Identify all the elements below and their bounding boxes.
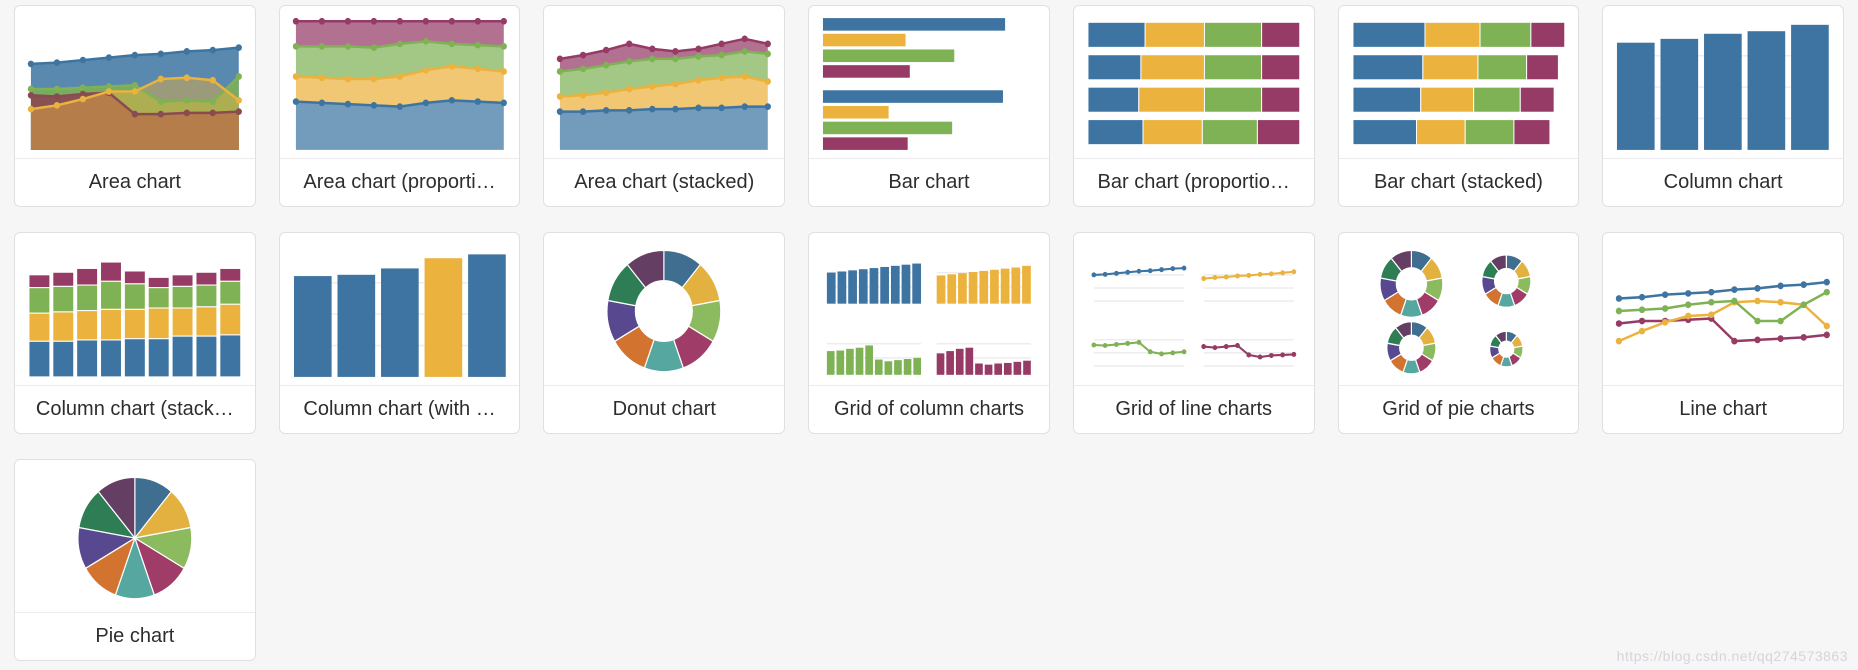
card-grid-of-column-charts[interactable]: Grid of column charts bbox=[808, 232, 1050, 434]
card-bar-chart[interactable]: Bar chart bbox=[808, 5, 1050, 207]
card-grid-of-pie-charts[interactable]: Grid of pie charts bbox=[1337, 232, 1580, 434]
chart-type-label: Bar chart (proportio… bbox=[1073, 158, 1314, 206]
card-column-chart-with-highlight[interactable]: Column chart (with … bbox=[278, 232, 521, 434]
chart-type-label: Bar chart bbox=[809, 158, 1049, 206]
chart-type-label: Column chart (with … bbox=[279, 385, 520, 433]
line-chart-thumbnail bbox=[1603, 233, 1843, 385]
card-donut-chart[interactable]: Donut chart bbox=[543, 232, 786, 434]
chart-type-label: Pie chart bbox=[15, 612, 255, 660]
area-chart-thumbnail bbox=[15, 6, 255, 158]
grid-of-pie-charts-thumbnail bbox=[1339, 233, 1579, 385]
chart-type-label: Column chart (stack… bbox=[15, 385, 255, 433]
bar-chart-thumbnail bbox=[809, 6, 1049, 158]
chart-type-label: Grid of pie charts bbox=[1338, 385, 1579, 433]
grid-of-column-charts-thumbnail bbox=[809, 233, 1049, 385]
card-bar-chart-proportional[interactable]: Bar chart (proportio… bbox=[1072, 5, 1315, 207]
column-chart-with-highlight-thumbnail bbox=[280, 233, 520, 385]
area-chart-stacked-thumbnail bbox=[544, 6, 784, 158]
card-pie-chart[interactable]: Pie chart bbox=[14, 459, 256, 661]
bar-chart-stacked-thumbnail bbox=[1339, 6, 1579, 158]
card-line-chart[interactable]: Line chart bbox=[1602, 232, 1844, 434]
column-chart-thumbnail bbox=[1603, 6, 1843, 158]
card-column-chart[interactable]: Column chart bbox=[1602, 5, 1844, 207]
area-chart-proportional-thumbnail bbox=[280, 6, 520, 158]
chart-type-label: Area chart (stacked) bbox=[544, 158, 785, 206]
donut-chart-thumbnail bbox=[544, 233, 784, 385]
chart-type-label: Area chart (proporti… bbox=[279, 158, 520, 206]
card-area-chart[interactable]: Area chart bbox=[14, 5, 256, 207]
bar-chart-proportional-thumbnail bbox=[1074, 6, 1314, 158]
chart-type-label: Donut chart bbox=[544, 385, 785, 433]
column-chart-stacked-thumbnail bbox=[15, 233, 255, 385]
card-grid-of-line-charts[interactable]: Grid of line charts bbox=[1072, 232, 1315, 434]
chart-type-label: Line chart bbox=[1603, 385, 1843, 433]
card-area-chart-stacked[interactable]: Area chart (stacked) bbox=[543, 5, 786, 207]
chart-type-label: Column chart bbox=[1603, 158, 1843, 206]
card-column-chart-stacked[interactable]: Column chart (stack… bbox=[14, 232, 256, 434]
pie-chart-thumbnail bbox=[15, 460, 255, 612]
chart-type-label: Grid of column charts bbox=[809, 385, 1049, 433]
grid-of-line-charts-thumbnail bbox=[1074, 233, 1314, 385]
card-area-chart-proportional[interactable]: Area chart (proporti… bbox=[278, 5, 521, 207]
chart-type-label: Bar chart (stacked) bbox=[1338, 158, 1579, 206]
chart-type-label: Grid of line charts bbox=[1073, 385, 1314, 433]
chart-type-label: Area chart bbox=[15, 158, 255, 206]
card-bar-chart-stacked[interactable]: Bar chart (stacked) bbox=[1337, 5, 1580, 207]
